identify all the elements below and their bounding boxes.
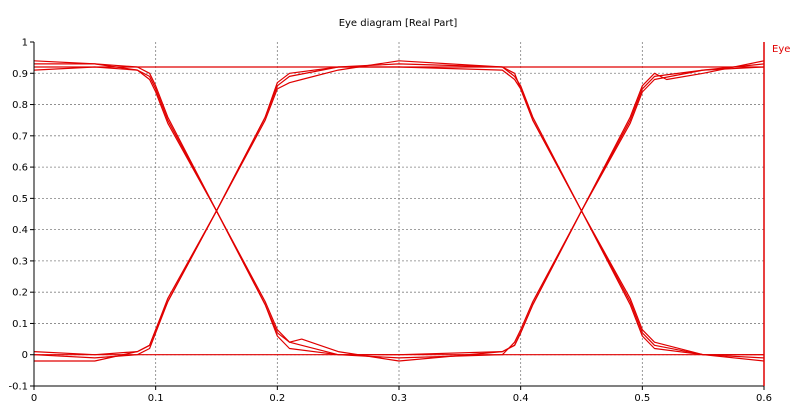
x-tick-label: 0 bbox=[31, 393, 37, 404]
traces bbox=[33, 60, 765, 362]
x-tick-label: 0.2 bbox=[269, 393, 285, 404]
y-tick-label: 0.6 bbox=[12, 163, 28, 174]
y-tick-label: 0.5 bbox=[12, 194, 28, 205]
y-tick-label: 0.4 bbox=[12, 225, 28, 236]
y-tick-label: -0.1 bbox=[8, 382, 28, 393]
eye-trace-3 bbox=[33, 60, 765, 362]
legend-entry: Eye bbox=[772, 44, 790, 55]
chart-title: Eye diagram [Real Part] bbox=[339, 18, 458, 29]
x-tick-labels: 0 0.1 0.2 0.3 0.4 0.5 0.6 bbox=[31, 393, 772, 404]
y-tick-label: 0 bbox=[22, 350, 28, 361]
x-tick-label: 0.3 bbox=[391, 393, 407, 404]
x-tick-label: 0.5 bbox=[634, 393, 650, 404]
legend: Eye bbox=[772, 44, 790, 55]
y-tick-label: 0.3 bbox=[12, 256, 28, 267]
x-tick-label: 0.6 bbox=[756, 393, 772, 404]
y-tick-label: 0.2 bbox=[12, 288, 28, 299]
y-tick-label: 0.8 bbox=[12, 100, 28, 111]
y-tick-labels: -0.1 0 0.1 0.2 0.3 0.4 0.5 0.6 0.7 0.8 0.9 1 bbox=[8, 38, 28, 393]
y-tick-label: 1 bbox=[22, 38, 28, 49]
y-tick-label: 0.1 bbox=[12, 319, 28, 330]
axes bbox=[30, 41, 765, 390]
x-tick-label: 0.4 bbox=[513, 393, 529, 404]
x-tick-label: 0.1 bbox=[148, 393, 164, 404]
grid bbox=[34, 42, 764, 386]
y-tick-label: 0.7 bbox=[12, 131, 28, 142]
y-tick-label: 0.9 bbox=[12, 69, 28, 80]
